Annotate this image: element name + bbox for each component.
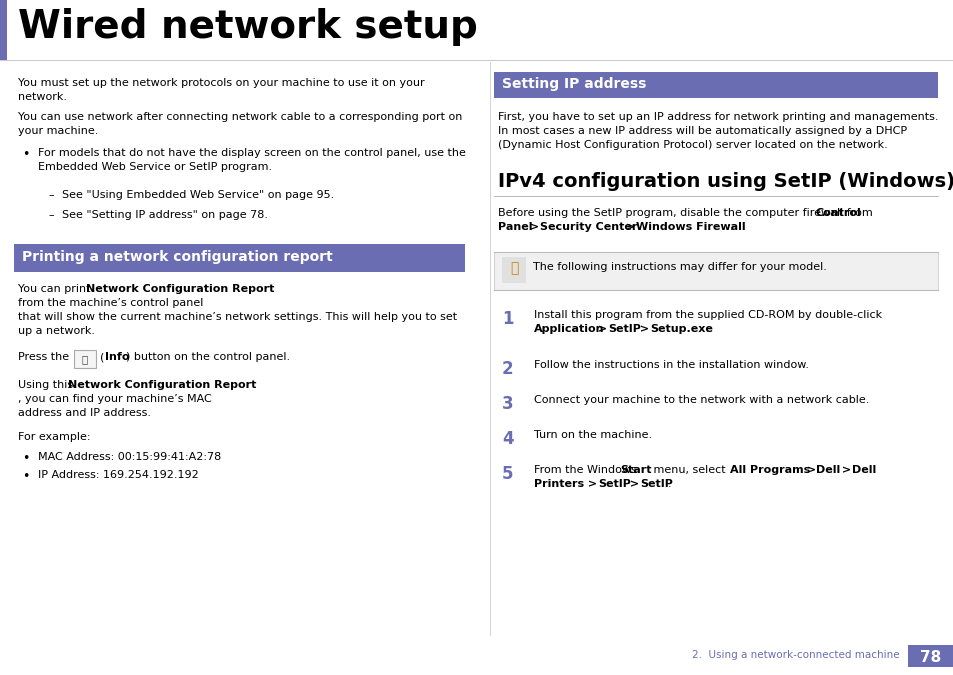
- Text: Turn on the machine.: Turn on the machine.: [534, 430, 652, 440]
- Text: Follow the instructions in the installation window.: Follow the instructions in the installat…: [534, 360, 808, 370]
- Text: Panel: Panel: [497, 222, 532, 232]
- Text: 3: 3: [501, 395, 513, 413]
- Text: .: .: [667, 479, 671, 489]
- Text: 4: 4: [501, 430, 513, 448]
- Text: –: –: [48, 190, 53, 200]
- Text: >: >: [802, 465, 820, 475]
- Text: IPv4 configuration using SetIP (Windows): IPv4 configuration using SetIP (Windows): [497, 172, 953, 191]
- Text: IP Address: 169.254.192.192: IP Address: 169.254.192.192: [38, 470, 198, 480]
- Text: network.: network.: [18, 92, 67, 102]
- Bar: [494, 252, 937, 290]
- Bar: [74, 350, 96, 368]
- Text: Info: Info: [105, 352, 130, 362]
- Text: Connect your machine to the network with a network cable.: Connect your machine to the network with…: [534, 395, 868, 405]
- Text: Embedded Web Service or SetIP program.: Embedded Web Service or SetIP program.: [38, 162, 272, 172]
- Text: >: >: [636, 324, 652, 334]
- Text: SetIP: SetIP: [598, 479, 630, 489]
- Text: (Dynamic Host Configuration Protocol) server located on the network.: (Dynamic Host Configuration Protocol) se…: [497, 140, 887, 150]
- Text: Security Center: Security Center: [539, 222, 637, 232]
- Text: MAC Address: 00:15:99:41:A2:78: MAC Address: 00:15:99:41:A2:78: [38, 452, 221, 462]
- Text: For models that do not have the display screen on the control panel, use the: For models that do not have the display …: [38, 148, 465, 158]
- Text: Application: Application: [534, 324, 604, 334]
- Text: 78: 78: [920, 650, 941, 665]
- Text: your machine.: your machine.: [18, 126, 98, 136]
- Text: .: .: [729, 222, 733, 232]
- Text: 1: 1: [501, 310, 513, 328]
- Text: >: >: [594, 324, 610, 334]
- Text: •: •: [22, 470, 30, 483]
- Text: ) button on the control panel.: ) button on the control panel.: [126, 352, 290, 362]
- Text: Network Configuration Report: Network Configuration Report: [68, 380, 256, 390]
- Text: >: >: [621, 222, 639, 232]
- Text: Using this: Using this: [18, 380, 76, 390]
- Text: •: •: [22, 148, 30, 161]
- Bar: [907, 645, 953, 667]
- Bar: [494, 72, 937, 98]
- Text: >: >: [583, 479, 600, 489]
- Bar: [74, 350, 96, 368]
- Text: 📝: 📝: [509, 261, 517, 275]
- Text: 5: 5: [501, 465, 513, 483]
- Text: For example:: For example:: [18, 432, 91, 442]
- Text: >: >: [837, 465, 854, 475]
- Text: SetIP: SetIP: [639, 479, 672, 489]
- Text: –: –: [48, 210, 53, 220]
- Text: , you can find your machine’s MAC: , you can find your machine’s MAC: [18, 394, 212, 404]
- Text: menu, select: menu, select: [649, 465, 728, 475]
- Text: up a network.: up a network.: [18, 326, 95, 336]
- Text: You must set up the network protocols on your machine to use it on your: You must set up the network protocols on…: [18, 78, 424, 88]
- Text: Wired network setup: Wired network setup: [18, 8, 477, 46]
- Text: >: >: [525, 222, 542, 232]
- Text: In most cases a new IP address will be automatically assigned by a DHCP: In most cases a new IP address will be a…: [497, 126, 906, 136]
- Text: >: >: [625, 479, 642, 489]
- Text: Printing a network configuration report: Printing a network configuration report: [22, 250, 333, 264]
- Text: Press the: Press the: [18, 352, 69, 362]
- Text: Dell: Dell: [851, 465, 876, 475]
- Text: You can use network after connecting network cable to a corresponding port on: You can use network after connecting net…: [18, 112, 462, 122]
- Text: Start: Start: [619, 465, 651, 475]
- Text: The following instructions may differ for your model.: The following instructions may differ fo…: [533, 262, 826, 272]
- Text: address and IP address.: address and IP address.: [18, 408, 151, 418]
- Text: Network Configuration Report: Network Configuration Report: [86, 284, 274, 294]
- Text: All Programs: All Programs: [729, 465, 809, 475]
- Text: .: .: [705, 324, 709, 334]
- Text: Setting IP address: Setting IP address: [501, 77, 646, 91]
- Text: See "Using Embedded Web Service" on page 95.: See "Using Embedded Web Service" on page…: [62, 190, 334, 200]
- Text: First, you have to set up an IP address for network printing and managements.: First, you have to set up an IP address …: [497, 112, 938, 122]
- Text: 2.  Using a network-connected machine: 2. Using a network-connected machine: [692, 650, 899, 660]
- Text: 2: 2: [501, 360, 513, 378]
- Text: Control: Control: [815, 208, 861, 218]
- Text: SetIP: SetIP: [607, 324, 640, 334]
- Text: Windows Firewall: Windows Firewall: [636, 222, 745, 232]
- Text: Before using the SetIP program, disable the computer firewall from: Before using the SetIP program, disable …: [497, 208, 876, 218]
- Text: Dell: Dell: [815, 465, 840, 475]
- Text: From the Windows: From the Windows: [534, 465, 639, 475]
- Text: Install this program from the supplied CD-ROM by double-click: Install this program from the supplied C…: [534, 310, 882, 320]
- Text: (: (: [100, 352, 104, 362]
- Text: You can print: You can print: [18, 284, 94, 294]
- Text: See "Setting IP address" on page 78.: See "Setting IP address" on page 78.: [62, 210, 268, 220]
- Text: that will show the current machine’s network settings. This will help you to set: that will show the current machine’s net…: [18, 312, 456, 322]
- Text: •: •: [22, 452, 30, 465]
- Bar: [494, 252, 937, 290]
- Bar: [14, 244, 464, 272]
- Text: ⎙: ⎙: [82, 354, 88, 364]
- Bar: [501, 257, 525, 283]
- Text: from the machine’s control panel: from the machine’s control panel: [18, 298, 203, 308]
- Text: Printers: Printers: [534, 479, 583, 489]
- Text: Setup.exe: Setup.exe: [649, 324, 712, 334]
- Bar: [0, 0, 7, 60]
